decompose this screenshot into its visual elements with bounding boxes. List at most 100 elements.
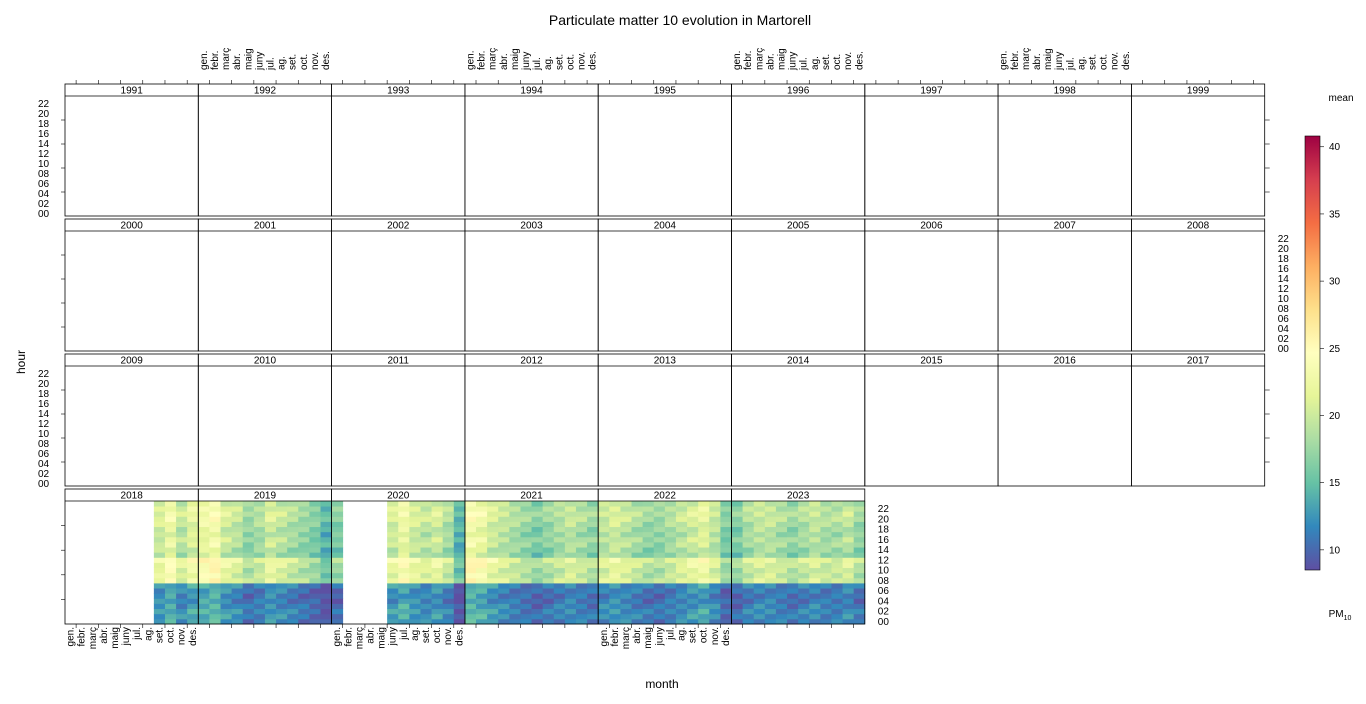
heatmap-cell bbox=[653, 536, 666, 543]
heatmap-cell bbox=[176, 572, 188, 579]
heatmap-cell bbox=[598, 572, 610, 579]
heatmap-cell bbox=[853, 531, 866, 538]
heatmap-cell bbox=[331, 557, 344, 563]
heatmap-cell bbox=[820, 552, 832, 558]
heatmap-cell bbox=[153, 603, 166, 610]
heatmap-cell bbox=[564, 557, 577, 563]
month-tick-label: nov. bbox=[310, 52, 321, 70]
heatmap-cell bbox=[409, 536, 421, 543]
heatmap-cell bbox=[542, 526, 555, 533]
heatmap-cell bbox=[709, 562, 721, 569]
panel-strip-label: 1999 bbox=[1187, 86, 1210, 97]
heatmap-cell bbox=[442, 608, 455, 615]
heatmap-cell bbox=[564, 552, 577, 558]
heatmap-cell bbox=[564, 562, 577, 569]
heatmap-cell bbox=[531, 593, 544, 599]
heatmap-cell bbox=[598, 506, 610, 512]
heatmap-cell bbox=[153, 506, 166, 512]
heatmap-cell bbox=[664, 506, 677, 512]
heatmap-cell bbox=[442, 588, 455, 594]
hour-tick-label: 06 bbox=[38, 449, 50, 460]
heatmap-cell bbox=[298, 542, 310, 548]
heatmap-cell bbox=[820, 521, 832, 528]
heatmap-cell bbox=[753, 577, 766, 584]
heatmap-cell bbox=[453, 536, 466, 543]
heatmap-cell bbox=[209, 583, 221, 589]
heatmap-cell bbox=[476, 603, 488, 610]
heatmap-cell bbox=[187, 603, 199, 610]
heatmap-cell bbox=[287, 516, 299, 522]
heatmap-cell bbox=[420, 526, 432, 533]
heatmap-cell bbox=[220, 536, 233, 543]
heatmap-cell bbox=[609, 608, 621, 615]
heatmap-cell bbox=[775, 552, 788, 558]
heatmap-cell bbox=[487, 577, 499, 584]
heatmap-cell bbox=[387, 588, 399, 594]
heatmap-cell bbox=[453, 613, 466, 620]
heatmap-cell bbox=[264, 613, 277, 620]
heatmap-cell bbox=[764, 526, 777, 533]
heatmap-cell bbox=[420, 552, 432, 558]
heatmap-cell bbox=[431, 531, 444, 538]
heatmap-cell bbox=[420, 583, 432, 589]
heatmap-cell bbox=[820, 608, 832, 615]
heatmap-cell bbox=[731, 608, 744, 615]
panel-strip-label: 1997 bbox=[920, 86, 943, 97]
heatmap-cell bbox=[775, 598, 788, 604]
heatmap-cell bbox=[153, 526, 166, 533]
heatmap-cell bbox=[442, 516, 455, 522]
month-tick-label: nov. bbox=[577, 52, 588, 70]
heatmap-cell bbox=[287, 598, 299, 604]
heatmap-cell bbox=[842, 547, 855, 553]
heatmap-cell bbox=[542, 618, 555, 625]
heatmap-cell bbox=[787, 598, 799, 604]
hour-tick-label: 10 bbox=[38, 429, 50, 440]
heatmap-cell bbox=[787, 511, 799, 517]
heatmap-cell bbox=[742, 547, 755, 553]
heatmap-cell bbox=[409, 557, 421, 563]
heatmap-cell bbox=[431, 567, 444, 574]
heatmap-cell bbox=[387, 593, 399, 599]
heatmap-cell bbox=[687, 531, 699, 538]
heatmap-cell bbox=[176, 542, 188, 548]
heatmap-cell bbox=[831, 521, 843, 528]
heatmap-cell bbox=[842, 613, 855, 620]
hour-tick-label: 18 bbox=[878, 525, 890, 536]
month-tick-label: juny bbox=[788, 52, 799, 71]
heatmap-cell bbox=[587, 557, 599, 563]
heatmap-cell bbox=[553, 557, 566, 563]
heatmap-cell bbox=[598, 603, 610, 610]
heatmap-cell bbox=[164, 562, 177, 569]
heatmap-cell bbox=[387, 603, 399, 610]
heatmap-cell bbox=[720, 511, 732, 517]
heatmap-cell bbox=[853, 562, 866, 569]
heatmap-cell bbox=[398, 531, 410, 538]
heatmap-cell bbox=[320, 542, 332, 548]
heatmap-cell bbox=[476, 593, 488, 599]
heatmap-cell bbox=[387, 613, 399, 620]
heatmap-cell bbox=[498, 593, 510, 599]
heatmap-cell bbox=[798, 583, 810, 589]
heatmap-cell bbox=[575, 588, 588, 594]
heatmap-cell bbox=[631, 593, 644, 599]
heatmap-cell bbox=[675, 526, 688, 533]
heatmap-cell bbox=[742, 562, 755, 569]
heatmap-cell bbox=[309, 613, 321, 620]
heatmap-cell bbox=[642, 516, 655, 522]
heatmap-cell bbox=[787, 562, 799, 569]
colorbar-tick-label: 40 bbox=[1329, 142, 1341, 153]
panel-frame bbox=[197, 218, 333, 352]
heatmap-cell bbox=[220, 542, 233, 548]
heatmap-cell bbox=[309, 557, 321, 563]
heatmap-cell bbox=[498, 526, 510, 533]
heatmap-cell bbox=[509, 618, 521, 625]
heatmap-cell bbox=[831, 536, 843, 543]
heatmap-cell bbox=[598, 577, 610, 584]
heatmap-cell bbox=[153, 516, 166, 522]
heatmap-cell bbox=[820, 531, 832, 538]
panel-frame bbox=[864, 83, 999, 217]
month-tick-label: gen. bbox=[732, 51, 743, 70]
heatmap-cell bbox=[742, 542, 755, 548]
heatmap-cell bbox=[298, 511, 310, 517]
heatmap-cell bbox=[787, 557, 799, 563]
